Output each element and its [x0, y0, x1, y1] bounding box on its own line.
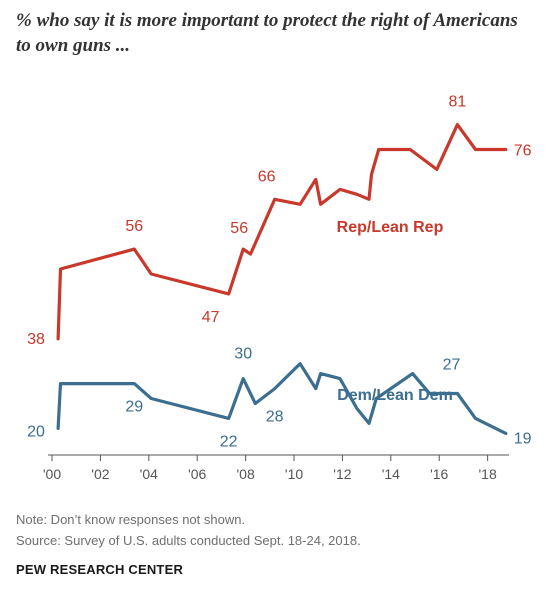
data-label: 30: [234, 346, 252, 363]
data-label: 28: [266, 409, 284, 426]
x-tick-label: '04: [140, 466, 158, 482]
data-label: 27: [443, 357, 461, 374]
data-label: 29: [125, 399, 143, 416]
data-label: 20: [27, 423, 45, 440]
data-labels: 38 56 47 56 66 81 76 Rep/Lean Rep 20 29 22 30 28 27 19…: [27, 94, 532, 451]
x-tick-label: '02: [91, 466, 109, 482]
series-label-dem-lean-dem: Dem/Lean Dem: [337, 387, 453, 404]
data-label: 76: [514, 143, 532, 160]
data-label: 66: [258, 168, 276, 185]
x-axis: '00 '02 '04 '06 '08 '10 '12 '14 '16 '18: [43, 454, 509, 482]
x-tick-label: '06: [188, 466, 206, 482]
series-label-rep-lean-rep: Rep/Lean Rep: [337, 219, 444, 236]
x-tick-label: '08: [236, 466, 254, 482]
chart-title: % who say it is more important to protec…: [16, 10, 518, 56]
data-label: 56: [230, 220, 248, 237]
data-label: 22: [220, 433, 238, 450]
data-label: 47: [202, 309, 220, 326]
series-group: [56, 122, 508, 435]
data-label: 56: [125, 218, 143, 235]
x-tick-label: '18: [479, 466, 497, 482]
series-line-dem-lean-dem: [56, 362, 508, 435]
chart-note: Note: Don’t know responses not shown.: [16, 512, 246, 527]
x-tick-label: '14: [382, 466, 400, 482]
x-tick-label: '10: [285, 466, 303, 482]
x-tick-label: '16: [430, 466, 448, 482]
line-chart: '00 '02 '04 '06 '08 '10 '12 '14 '16 '18 38 56 47 56 6…: [27, 94, 532, 482]
series-line-rep-lean-rep: [56, 122, 508, 341]
data-label: 38: [27, 331, 45, 348]
x-tick-label: '00: [43, 466, 61, 482]
data-label: 81: [448, 94, 466, 111]
data-label: 19: [514, 430, 532, 447]
x-tick-label: '12: [333, 466, 351, 482]
chart-source: Source: Survey of U.S. adults conducted …: [16, 533, 361, 548]
brand-logo-text: PEW RESEARCH CENTER: [16, 562, 184, 577]
